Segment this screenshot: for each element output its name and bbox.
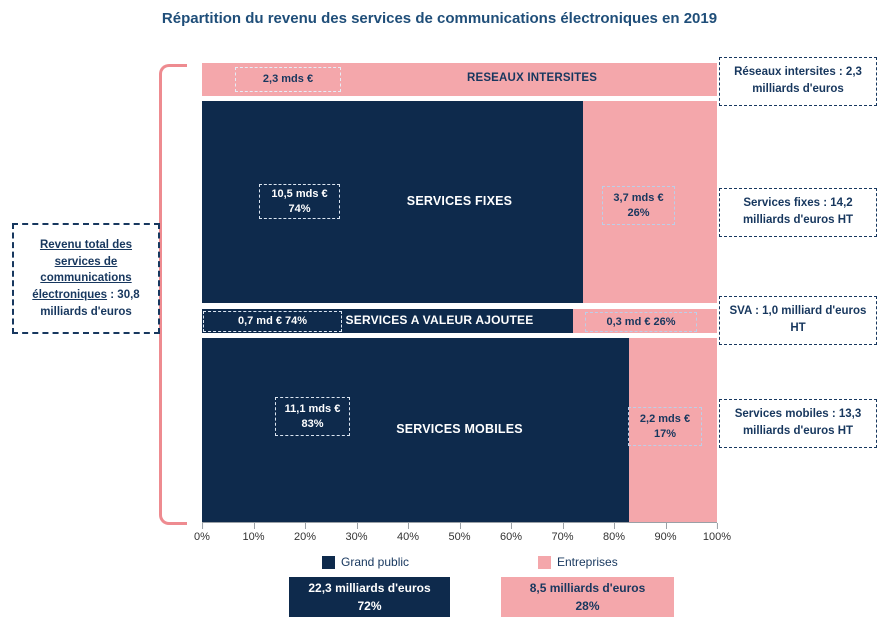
total-revenue-note-underlined: Revenu total des services de communicati…: [32, 239, 133, 302]
segment-sva-grand-public: [202, 309, 573, 333]
value-box-mobiles-entreprises: 2,2 mds € 17%: [628, 407, 702, 446]
bar-label-fixes: SERVICES FIXES: [406, 194, 513, 208]
x-axis-tick: 20%: [294, 523, 316, 543]
legend-grand-public: Grand public: [322, 555, 409, 569]
left-bracket: [159, 64, 187, 525]
x-axis-tick: 10%: [242, 523, 265, 543]
legend-label-grand-public: Grand public: [341, 555, 410, 569]
total-revenue-note: Revenu total des services de communicati…: [12, 223, 160, 335]
note-sva: SVA : 1,0 milliard d'euros HT: [719, 296, 877, 345]
segment-fixes-entreprises: [583, 101, 717, 303]
bar-label-intersites: RESEAUX INTERSITES: [466, 72, 598, 84]
bar-services-fixes: 10,5 mds € 74% SERVICES FIXES 3,7 mds € …: [202, 101, 717, 303]
total-revenue-note-value: : 30,8 milliards d'euros: [40, 289, 140, 318]
x-axis-tick: 60%: [500, 523, 522, 543]
x-axis-tick: 0%: [194, 523, 210, 543]
total-grand-public: 22,3 milliards d'euros 72%: [289, 577, 450, 617]
total-entreprises: 8,5 milliards d'euros 28%: [501, 577, 674, 617]
x-axis-tick: 100%: [703, 523, 731, 543]
plot-area: 2,3 mds € RESEAUX INTERSITES 10,5 mds € …: [202, 63, 717, 522]
x-axis-tick: 80%: [603, 523, 625, 543]
x-axis-tick: 30%: [345, 523, 368, 543]
value-box-fixes-entreprises: 3,7 mds € 26%: [602, 186, 675, 225]
value-box-mobiles-grand-public: 11,1 mds € 83%: [275, 397, 350, 436]
value-box-fixes-grand-public: 10,5 mds € 74%: [259, 184, 340, 219]
chart-title: Répartition du revenu des services de co…: [161, 10, 718, 27]
legend-swatch-entreprises: [538, 555, 551, 569]
x-axis-tick: 40%: [397, 523, 419, 543]
x-axis-tick: 50%: [448, 523, 471, 543]
legend-entreprises: Entreprises: [538, 555, 618, 569]
bar-reseaux-intersites: 2,3 mds € RESEAUX INTERSITES: [202, 63, 717, 96]
bar-label-mobiles: SERVICES MOBILES: [396, 422, 523, 436]
segment-fixes-grand-public: [202, 101, 584, 303]
segment-mobiles-entreprises: [629, 338, 717, 522]
x-axis-tick: 90%: [654, 523, 677, 543]
value-box-sva-entreprises: 0,3 md € 26%: [585, 312, 697, 332]
legend-label-entreprises: Entreprises: [557, 555, 618, 569]
note-services-fixes: Services fixes : 14,2 milliards d'euros …: [719, 188, 877, 237]
x-axis: 0% 10% 20% 30% 40% 50% 60% 70% 80% 90% 1…: [194, 522, 731, 543]
bar-sva: 0,7 md € 74% SERVICES A VALEUR AJOUTEE 0…: [202, 309, 717, 333]
x-axis-tick: 70%: [551, 523, 574, 543]
value-box-intersites: 2,3 mds €: [235, 67, 341, 92]
bar-label-sva: SERVICES A VALEUR AJOUTEE: [345, 313, 534, 327]
segment-sva-entreprises: [572, 309, 717, 333]
bar-services-mobiles: 11,1 mds € 83% SERVICES MOBILES 2,2 mds …: [202, 338, 717, 522]
note-services-mobiles: Services mobiles : 13,3 milliards d'euro…: [719, 399, 877, 448]
value-box-sva-grand-public: 0,7 md € 74%: [203, 311, 342, 332]
note-reseaux-intersites: Réseaux intersites : 2,3 milliards d'eur…: [719, 57, 877, 106]
segment-mobiles-grand-public: [202, 338, 630, 522]
legend-swatch-grand-public: [322, 555, 335, 569]
